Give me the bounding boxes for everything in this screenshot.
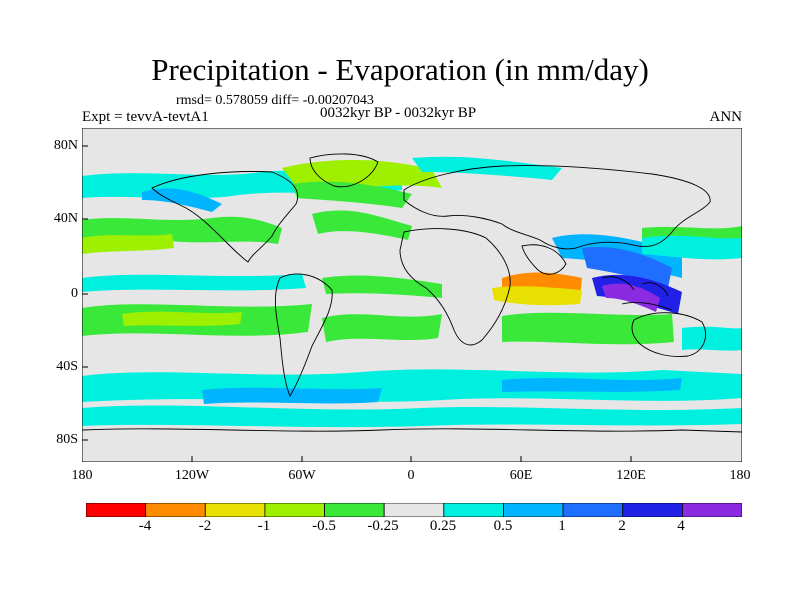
lon-tick-label: 180 <box>71 468 93 483</box>
colorbar-swatch <box>86 503 147 517</box>
colorbar-label: 4 <box>677 518 685 534</box>
colorbar-label: 2 <box>618 518 626 534</box>
colorbar-swatch <box>324 503 385 517</box>
colorbar-label: 0.5 <box>493 518 513 534</box>
lat-tick-label: 0 <box>71 286 78 301</box>
colorbar-label: -4 <box>138 518 152 534</box>
coastlines <box>82 153 742 433</box>
lat-tick-label: 40S <box>56 359 78 374</box>
lon-tick-label: 180 <box>729 468 751 483</box>
colorbar-swatch <box>443 503 504 517</box>
colorbar-swatch <box>264 503 325 517</box>
colorbar-swatch <box>204 503 266 517</box>
map-panel <box>82 128 742 462</box>
colorbar-swatch <box>383 503 445 517</box>
lon-tick-label: 120W <box>174 468 210 483</box>
season-label: ANN <box>709 109 743 125</box>
lat-tick-label: 40N <box>53 211 78 226</box>
colorbar-label: 1 <box>558 518 566 534</box>
colorbar-label: -1 <box>257 518 271 534</box>
experiment-label: Expt = tevvA-tevtA1 <box>82 109 209 125</box>
colorbar-label: -2 <box>198 518 212 534</box>
lat-tick-label: 80S <box>56 432 78 447</box>
colorbar-label: 0.25 <box>429 518 457 534</box>
lon-tick-label: 0 <box>407 468 415 483</box>
colorbar-swatch <box>503 503 564 517</box>
colorbar-label: -0.5 <box>312 518 336 534</box>
stats-label: rmsd= 0.578059 diff= -0.00207043 <box>176 93 374 108</box>
colorbar-label: -0.25 <box>367 518 399 534</box>
colorbar-swatch <box>562 503 624 517</box>
axis-ticks <box>82 145 632 462</box>
lat-tick-label: 80N <box>53 138 78 153</box>
lon-tick-label: 60E <box>509 468 533 483</box>
colorbar-swatch <box>622 503 683 517</box>
colorbar <box>86 503 742 517</box>
colorbar-swatch <box>681 503 742 517</box>
lon-tick-label: 120E <box>616 468 646 483</box>
period-label: 0032kyr BP - 0032kyr BP <box>320 105 477 121</box>
colorbar-swatch <box>145 503 206 517</box>
lon-tick-label: 60W <box>288 468 316 483</box>
map-title: Precipitation - Evaporation (in mm/day) <box>151 52 649 87</box>
